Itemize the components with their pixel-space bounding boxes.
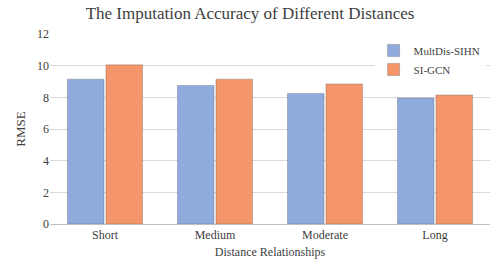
svg-text:8: 8 xyxy=(43,91,49,105)
svg-text:4: 4 xyxy=(43,154,49,168)
svg-text:Distance Relationships: Distance Relationships xyxy=(215,245,326,259)
svg-text:RMSE: RMSE xyxy=(13,111,28,146)
svg-text:Long: Long xyxy=(422,228,447,242)
svg-text:Short: Short xyxy=(92,228,119,242)
svg-text:The Imputation Accuracy of Dif: The Imputation Accuracy of Different Dis… xyxy=(86,4,415,23)
svg-text:SI-GCN: SI-GCN xyxy=(414,64,451,76)
svg-text:6: 6 xyxy=(43,122,49,136)
svg-text:0: 0 xyxy=(43,217,49,231)
svg-text:MultDis-SIHN: MultDis-SIHN xyxy=(414,45,480,57)
svg-text:2: 2 xyxy=(43,186,49,200)
svg-text:Medium: Medium xyxy=(195,228,236,242)
svg-text:Moderate: Moderate xyxy=(302,228,348,242)
svg-text:12: 12 xyxy=(37,27,49,41)
svg-text:10: 10 xyxy=(37,59,49,73)
